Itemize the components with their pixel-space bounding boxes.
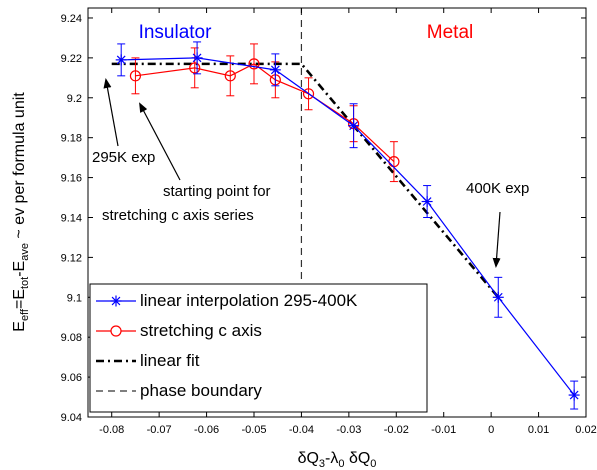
- error-bar: [389, 141, 398, 183]
- y-tick-label: 9.08: [61, 332, 82, 344]
- x-tick-label: -0.03: [336, 424, 361, 436]
- arrow-start-point: [139, 102, 181, 181]
- axis-ticks: [88, 8, 587, 418]
- arrow-400k: [492, 211, 501, 268]
- insulator-label: Insulator: [139, 22, 213, 43]
- legend-marker-circle: [110, 325, 122, 337]
- legend-label-phase-boundary: phase boundary: [140, 381, 262, 400]
- data-point-asterisk: [492, 291, 504, 303]
- y-tick-label: 9.18: [61, 133, 82, 145]
- y-tick-label: 9.04: [61, 412, 82, 424]
- annotation-400k-exp: 400K exp: [466, 180, 529, 197]
- x-tick-label: -0.01: [431, 424, 456, 436]
- data-point-circle: [129, 70, 142, 82]
- y-tick-label: 9.12: [61, 252, 82, 264]
- y-tick-label: 9.16: [61, 173, 82, 185]
- series-line-1: [135, 63, 395, 163]
- legend: linear interpolation 295-400K stretching…: [89, 283, 428, 413]
- data-point-asterisk: [115, 54, 127, 66]
- legend-marker-asterisk: [110, 295, 122, 307]
- error-bar: [131, 57, 140, 95]
- y-tick-label: 9.06: [61, 372, 82, 384]
- y-tick-label: 9.14: [61, 212, 82, 224]
- error-bar: [250, 43, 258, 85]
- x-tick-label: -0.05: [241, 424, 266, 436]
- y-tick-labels: 9.04 9.06 9.08 9.1 9.12 9.14 9.16 9.18 9.2 9.22 9.…: [61, 13, 82, 424]
- legend-label-stretching: stretching c axis: [140, 321, 262, 340]
- data-point-circle: [224, 70, 236, 82]
- data-point-asterisk: [269, 64, 281, 76]
- legend-label-interpolation: linear interpolation 295-400K: [140, 291, 358, 310]
- x-tick-label: -0.06: [194, 424, 219, 436]
- x-tick-label: -0.07: [147, 424, 172, 436]
- x-axis-label: δQ3-λ0 δQ0: [298, 450, 377, 470]
- y-tick-label: 9.24: [61, 13, 82, 25]
- x-tick-labels: -0.08 -0.07 -0.06 -0.05 -0.04 -0.03 -0.02 -0.01…: [99, 424, 597, 436]
- y-axis-label: Eeff=Etot-Eave ~ ev per formula unit: [11, 92, 31, 332]
- legend-symbol-stretching: [96, 325, 136, 337]
- legend-label-linear-fit: linear fit: [140, 351, 200, 370]
- x-tick-label: 0.01: [528, 424, 549, 436]
- arrow-295k: [103, 78, 119, 147]
- data-point-circle: [248, 58, 260, 70]
- x-tick-label: 0: [488, 424, 494, 436]
- legend-symbol-interpolation: [96, 295, 136, 307]
- data-point-asterisk: [348, 120, 360, 132]
- metal-label: Metal: [427, 22, 473, 43]
- x-tick-label: -0.04: [289, 424, 314, 436]
- x-tick-label: -0.08: [99, 424, 124, 436]
- data-point-asterisk: [421, 196, 433, 208]
- series-layer: [111, 41, 580, 410]
- annotation-295k-exp: 295K exp: [92, 149, 155, 166]
- y-tick-label: 9.1: [67, 292, 82, 304]
- data-point-asterisk: [191, 52, 203, 64]
- x-tick-label: -0.02: [384, 424, 409, 436]
- y-tick-label: 9.2: [67, 93, 82, 105]
- annotation-start-line1: starting point for: [163, 183, 271, 200]
- x-tick-label: 0.02: [575, 424, 596, 436]
- legend-box: [89, 283, 428, 413]
- data-point-circle: [302, 88, 315, 100]
- y-tick-label: 9.22: [61, 53, 82, 65]
- data-point-asterisk: [568, 389, 580, 401]
- annotation-start-line2: stretching c axis series: [102, 207, 254, 224]
- data-point-circle: [189, 62, 201, 74]
